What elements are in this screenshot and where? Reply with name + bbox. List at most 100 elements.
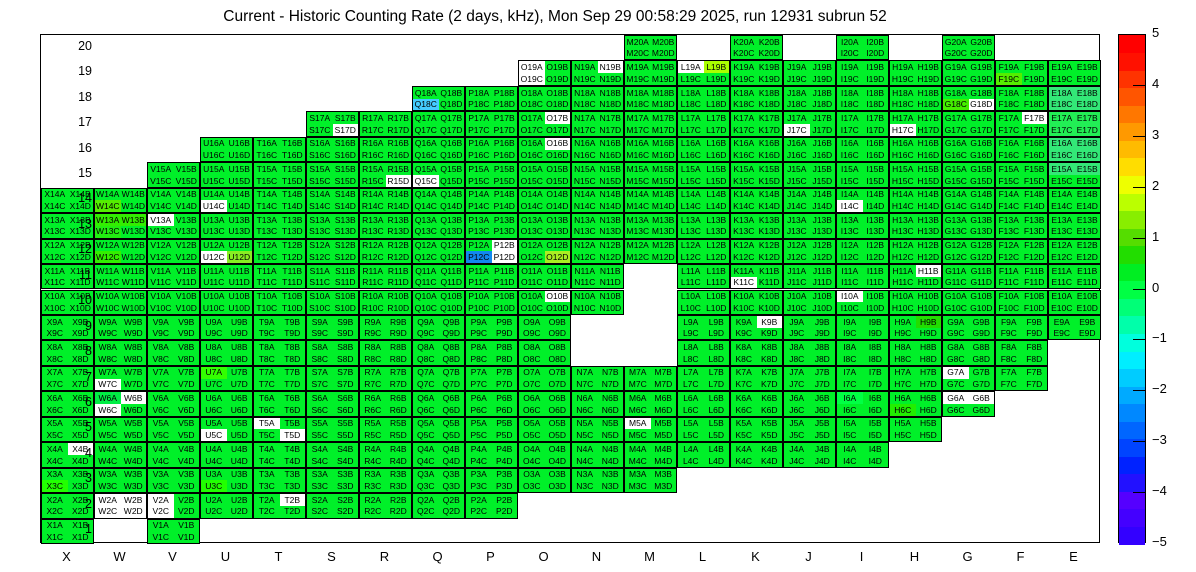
detector-quad[interactable]: O6C — [519, 404, 545, 416]
detector-cell[interactable]: F8A F8B F8C F8D — [995, 340, 1048, 366]
detector-cell[interactable]: P9A P9B P9C P9D — [465, 314, 518, 341]
detector-quad[interactable]: X4D — [67, 454, 93, 467]
detector-quad[interactable]: M7A — [625, 366, 651, 379]
detector-quad[interactable]: G13D — [968, 225, 994, 238]
detector-cell[interactable]: H13A H13B H13C H13D — [889, 213, 942, 239]
detector-quad[interactable]: H19B — [915, 61, 941, 74]
detector-quad[interactable]: H10D — [915, 302, 941, 314]
detector-quad[interactable]: U13D — [226, 225, 252, 238]
detector-quad[interactable]: R10A — [360, 290, 386, 303]
detector-quad[interactable]: S13D — [332, 225, 358, 238]
detector-quad[interactable]: K20C — [731, 47, 757, 60]
detector-quad[interactable]: U9B — [226, 315, 252, 328]
detector-quad[interactable]: M12C — [625, 251, 651, 264]
detector-quad[interactable]: W9B — [120, 315, 146, 328]
detector-quad[interactable]: P4D — [491, 454, 517, 467]
detector-cell[interactable]: H19A H19B H19C H19D — [889, 60, 942, 86]
detector-quad[interactable]: R15B — [385, 163, 411, 175]
detector-quad[interactable]: W12C — [95, 251, 121, 264]
detector-quad[interactable]: M6A — [625, 392, 651, 405]
detector-quad[interactable]: H9C — [890, 327, 916, 340]
detector-quad[interactable]: O13A — [519, 214, 545, 226]
detector-quad[interactable]: G12A — [943, 239, 969, 252]
detector-quad[interactable]: S8D — [332, 353, 358, 365]
detector-quad[interactable]: P14A — [466, 188, 492, 201]
detector-cell[interactable]: F16A F16B F16C F16D — [995, 136, 1048, 163]
detector-quad[interactable]: W4B — [120, 443, 146, 455]
detector-quad[interactable]: N15A — [572, 163, 598, 175]
detector-quad[interactable]: U13C — [201, 225, 227, 238]
detector-quad[interactable]: M19C — [625, 73, 651, 85]
detector-cell[interactable]: U7A U7B U7C U7D — [200, 365, 253, 392]
detector-quad[interactable]: Q5A — [413, 417, 439, 430]
detector-cell[interactable]: P16A P16B P16C P16D — [465, 136, 518, 163]
detector-quad[interactable]: K5B — [756, 417, 782, 430]
detector-quad[interactable]: K19D — [756, 73, 782, 85]
detector-quad[interactable]: U2C — [201, 505, 227, 518]
detector-quad[interactable]: J8B — [809, 341, 835, 354]
detector-quad[interactable]: I19A — [837, 61, 863, 74]
detector-quad[interactable]: T9A — [254, 315, 280, 328]
detector-quad[interactable]: Q13D — [438, 225, 464, 238]
detector-quad[interactable]: O7A — [519, 366, 545, 379]
detector-quad[interactable]: J4A — [784, 443, 810, 455]
detector-cell[interactable]: W14A W14B W14C W14D — [94, 187, 147, 214]
detector-quad[interactable]: K7B — [756, 366, 782, 379]
detector-cell[interactable]: E17A E17B E17C E17D — [1048, 111, 1101, 137]
detector-quad[interactable]: I20B — [862, 36, 888, 48]
detector-quad[interactable]: N18D — [597, 98, 623, 111]
detector-quad[interactable]: E13B — [1074, 214, 1100, 226]
detector-cell[interactable]: N11A N11B N11C N11D — [571, 264, 624, 290]
detector-quad[interactable]: M5D — [650, 429, 676, 442]
detector-quad[interactable]: E18A — [1049, 86, 1075, 99]
detector-quad[interactable]: M13D — [650, 225, 676, 238]
detector-cell[interactable]: H6A H6B H6C H6D — [889, 391, 942, 417]
detector-cell[interactable]: W10A W10B W10C W10D — [94, 289, 147, 315]
detector-cell[interactable]: S14A S14B S14C S14D — [306, 187, 359, 214]
detector-cell[interactable]: X8A X8B X8C X8D — [41, 340, 94, 366]
detector-cell[interactable]: U9A U9B U9C U9D — [200, 314, 253, 341]
detector-cell[interactable]: F17A F17B F17C F17D — [995, 111, 1048, 137]
detector-quad[interactable]: T15D — [279, 174, 305, 187]
detector-cell[interactable]: R10A R10B R10C R10D — [359, 289, 412, 315]
detector-quad[interactable]: L9C — [678, 327, 704, 340]
detector-quad[interactable]: I14B — [862, 188, 888, 201]
detector-quad[interactable]: F19D — [1021, 73, 1047, 85]
detector-cell[interactable]: E9A E9B E9C E9D — [1048, 314, 1101, 341]
detector-cell[interactable]: E15A E15B E15C E15D — [1048, 162, 1101, 188]
detector-quad[interactable]: E15C — [1049, 174, 1075, 187]
detector-quad[interactable]: L6C — [678, 404, 704, 416]
detector-quad[interactable]: M16B — [650, 137, 676, 150]
detector-quad[interactable]: L11D — [703, 276, 729, 289]
detector-quad[interactable]: L18A — [678, 86, 704, 99]
detector-cell[interactable]: R9A R9B R9C R9D — [359, 314, 412, 341]
detector-quad[interactable]: L5C — [678, 429, 704, 442]
detector-quad[interactable]: J11A — [784, 265, 810, 277]
detector-quad[interactable]: E13D — [1074, 225, 1100, 238]
detector-quad[interactable]: N13A — [572, 214, 598, 226]
detector-cell[interactable]: H9A H9B H9C H9D — [889, 314, 942, 341]
detector-quad[interactable]: U16D — [226, 149, 252, 162]
detector-quad[interactable]: H11D — [915, 276, 941, 289]
detector-quad[interactable]: E9A — [1049, 315, 1075, 328]
detector-quad[interactable]: G18A — [943, 86, 969, 99]
detector-quad[interactable]: F16D — [1021, 149, 1047, 162]
detector-quad[interactable]: J5D — [809, 429, 835, 442]
detector-cell[interactable]: R4A R4B R4C R4D — [359, 442, 412, 468]
detector-quad[interactable]: H14D — [915, 200, 941, 213]
detector-quad[interactable]: T5A — [254, 417, 280, 430]
detector-quad[interactable]: V2B — [173, 494, 199, 506]
detector-quad[interactable]: N15D — [597, 174, 623, 187]
detector-quad[interactable]: L15B — [703, 163, 729, 175]
detector-quad[interactable]: J7B — [809, 366, 835, 379]
detector-quad[interactable]: P15B — [491, 163, 517, 175]
detector-quad[interactable]: I10A — [837, 290, 863, 303]
detector-quad[interactable]: E12A — [1049, 239, 1075, 252]
detector-cell[interactable]: S8A S8B S8C S8D — [306, 340, 359, 366]
detector-quad[interactable]: I13C — [837, 225, 863, 238]
detector-cell[interactable]: O15A O15B O15C O15D — [518, 162, 571, 188]
detector-cell[interactable]: I15A I15B I15C I15D — [836, 162, 889, 188]
detector-quad[interactable]: O4A — [519, 443, 545, 455]
detector-quad[interactable]: P7C — [466, 378, 492, 391]
detector-cell[interactable]: R6A R6B R6C R6D — [359, 391, 412, 417]
